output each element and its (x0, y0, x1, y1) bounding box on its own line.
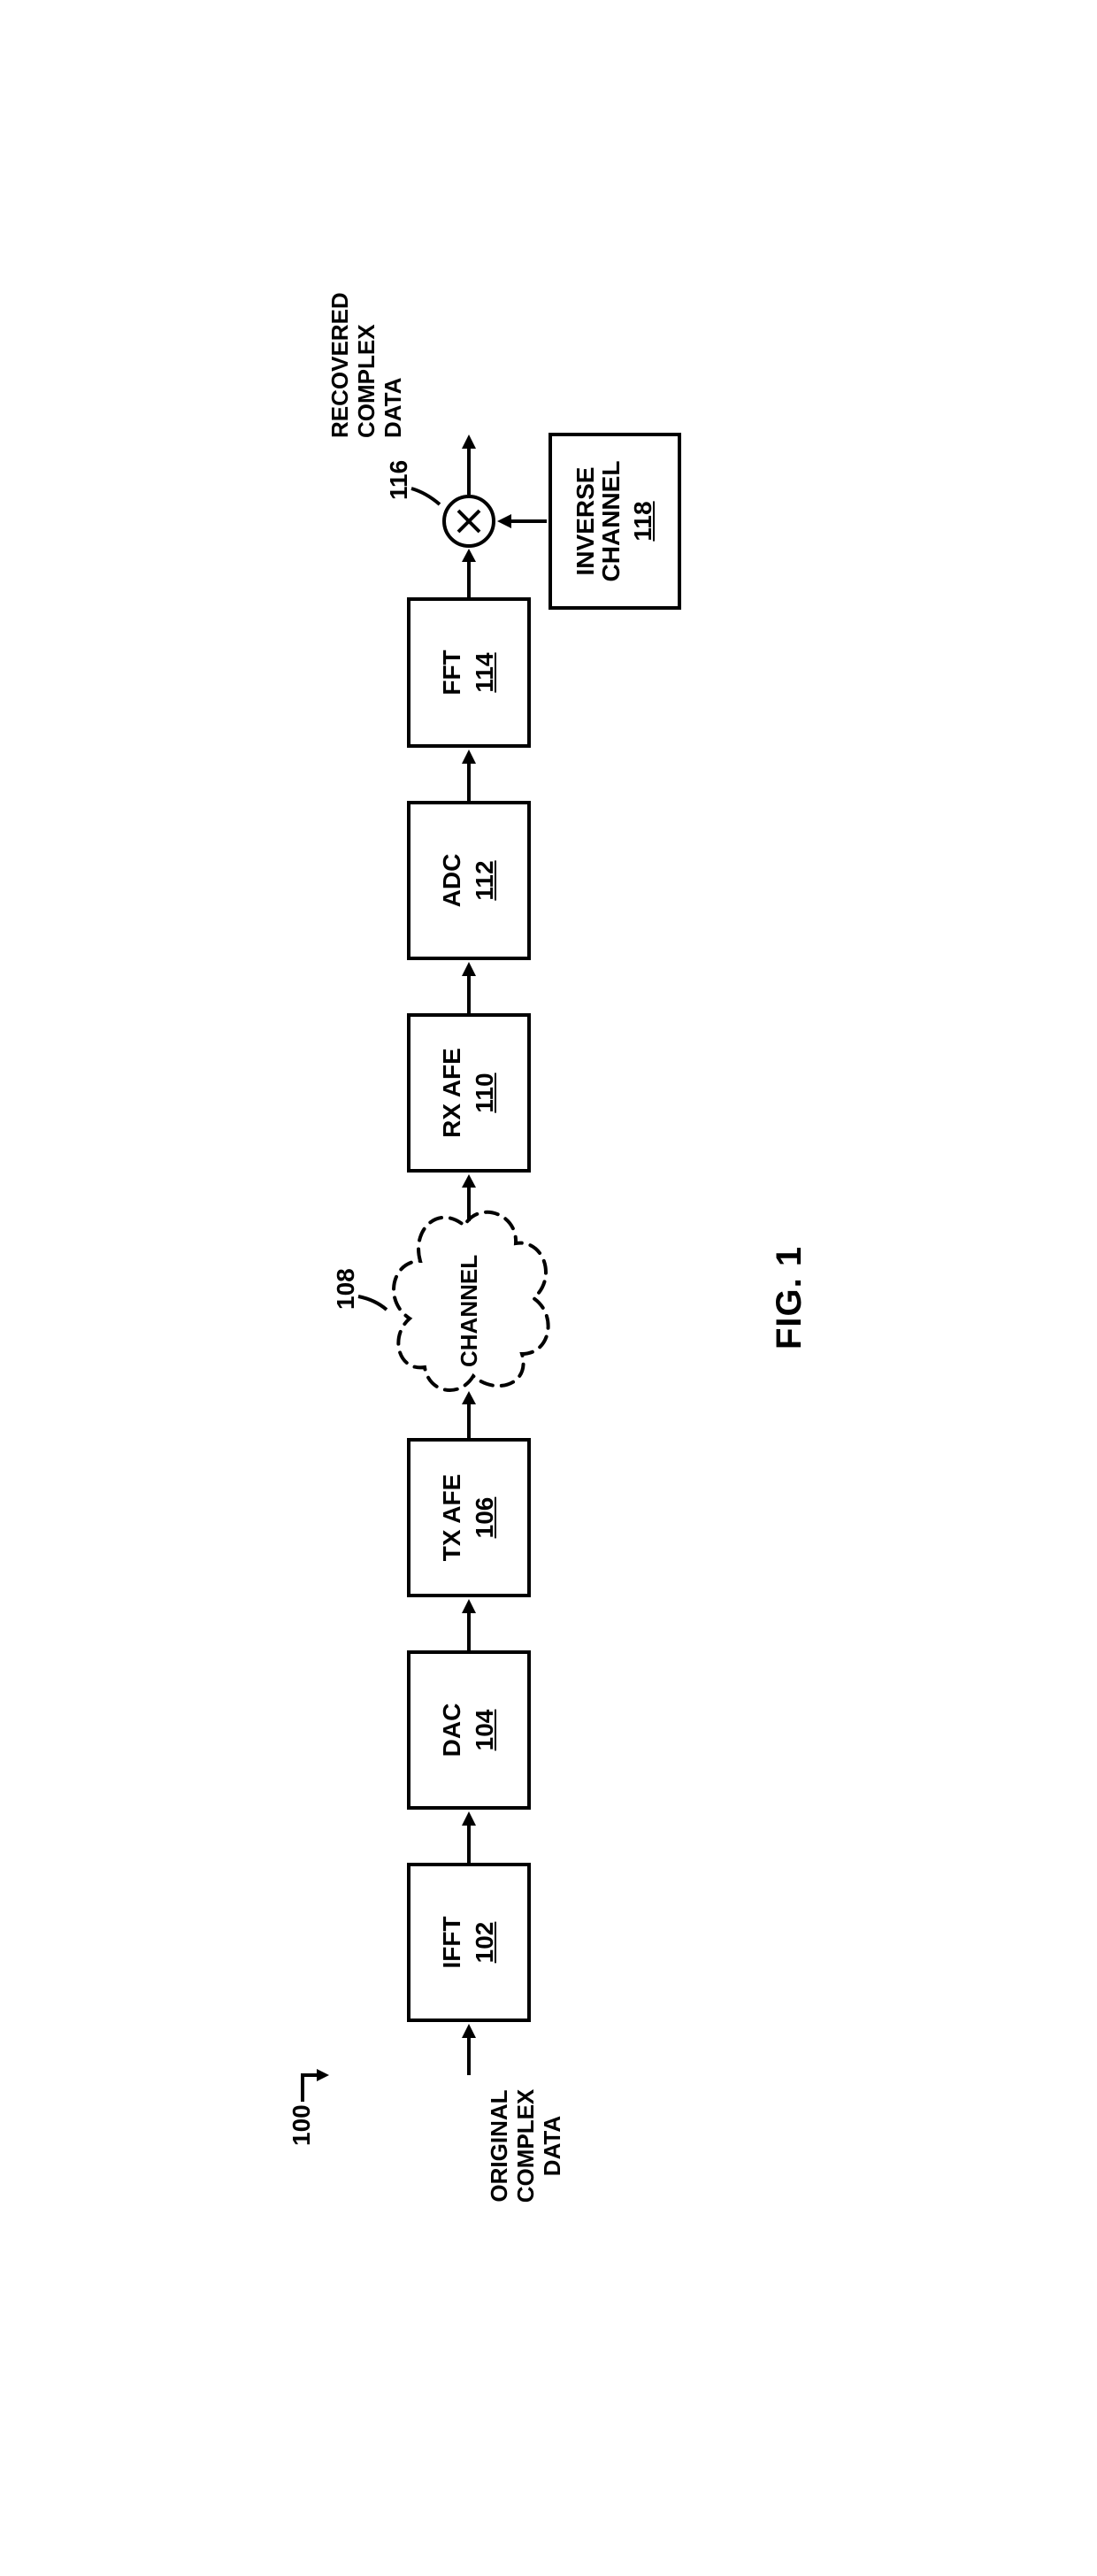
diagram-canvas: 100 ORIGINAL COMPLEX DATA IFFT 102 DA (239, 314, 858, 2261)
channel-label: CHANNEL (456, 1255, 483, 1367)
figure-caption: FIG. 1 (770, 1246, 809, 1350)
arrow-invch-mult (495, 511, 548, 532)
arrow-adc-fft (458, 748, 479, 801)
arrow-dac-txafe (458, 1597, 479, 1650)
block-rx-afe: RX AFE 110 (407, 1013, 531, 1173)
system-ref: 100 (288, 2104, 316, 2146)
block-fft: FFT 114 (407, 597, 531, 748)
multiplier-node (441, 493, 497, 550)
block-dac: DAC 104 (407, 1650, 531, 1810)
arrow-channel-rxafe (458, 1173, 479, 1221)
system-ref-hook (292, 2049, 336, 2102)
multiplier-ref: 116 (385, 460, 413, 500)
arrow-ifft-dac (458, 1810, 479, 1863)
block-ifft: IFFT 102 (407, 1863, 531, 2022)
output-label: RECOVERED COMPLEX DATA (327, 288, 407, 438)
multiplier-ref-tick (411, 469, 447, 504)
figure-1: 100 ORIGINAL COMPLEX DATA IFFT 102 DA (35, 35, 1062, 2540)
arrow-rxafe-adc (458, 960, 479, 1013)
channel-ref-tick (358, 1274, 394, 1310)
block-tx-afe: TX AFE 106 (407, 1438, 531, 1597)
arrow-input-ifft (458, 2022, 479, 2075)
inv-ch-title-l2: CHANNEL (597, 461, 625, 582)
block-adc: ADC 112 (407, 801, 531, 960)
arrow-fft-mult (458, 546, 479, 597)
channel-ref: 108 (332, 1268, 360, 1310)
arrow-mult-output (458, 433, 479, 495)
inv-ch-title-l1: INVERSE (572, 467, 599, 576)
input-label: ORIGINAL COMPLEX DATA (487, 2075, 566, 2217)
block-inverse-channel: INVERSE CHANNEL 118 (548, 433, 681, 610)
